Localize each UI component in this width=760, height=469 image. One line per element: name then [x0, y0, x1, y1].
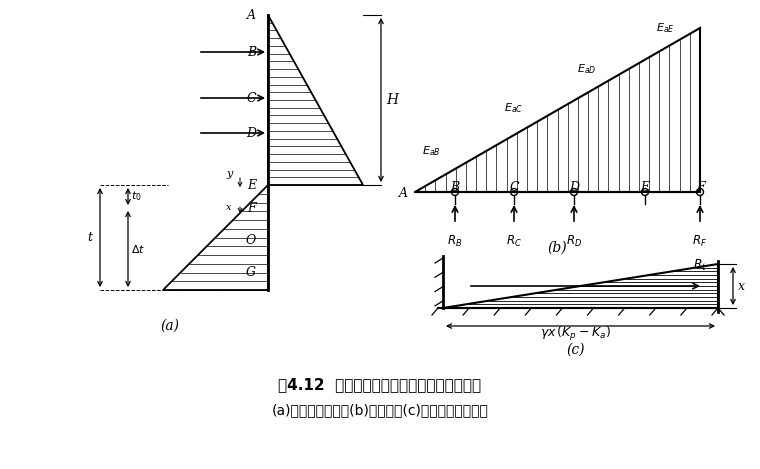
Text: G: G	[246, 265, 256, 279]
Text: $R_F$: $R_F$	[692, 234, 708, 249]
Text: F: F	[695, 181, 705, 194]
Text: $R_t$: $R_t$	[693, 258, 708, 273]
Text: t: t	[87, 231, 92, 244]
Text: O: O	[245, 234, 256, 247]
Text: D: D	[569, 181, 579, 194]
Text: (b): (b)	[548, 241, 567, 255]
Text: (a)土压力分布图；(b)等值梁；(c)人土深度计算简图: (a)土压力分布图；(b)等值梁；(c)人土深度计算简图	[271, 403, 489, 417]
Text: (c): (c)	[566, 343, 584, 357]
Text: A: A	[399, 187, 408, 199]
Text: B: B	[451, 181, 460, 194]
Text: C: C	[509, 181, 519, 194]
Text: F: F	[247, 202, 256, 214]
Text: B: B	[247, 45, 256, 59]
Text: $R_C$: $R_C$	[506, 234, 522, 249]
Text: $E_{aC}$: $E_{aC}$	[504, 102, 523, 115]
Text: D: D	[246, 127, 256, 139]
Text: y: y	[226, 169, 233, 179]
Text: $E_{aB}$: $E_{aB}$	[422, 144, 441, 158]
Text: C: C	[246, 91, 256, 105]
Text: $\gamma x\,(K_p - K_a)$: $\gamma x\,(K_p - K_a)$	[540, 325, 611, 343]
Text: A: A	[247, 8, 256, 22]
Text: x: x	[738, 280, 745, 293]
Text: (a): (a)	[160, 319, 179, 333]
Text: E: E	[641, 181, 650, 194]
Text: $E_{aD}$: $E_{aD}$	[577, 62, 597, 76]
Text: H: H	[386, 93, 398, 107]
Text: $R_B$: $R_B$	[448, 234, 463, 249]
Text: 图4.12  等值梁法计算多层支撑板桩计算简图: 图4.12 等值梁法计算多层支撑板桩计算简图	[278, 378, 482, 393]
Text: $R_D$: $R_D$	[566, 234, 582, 249]
Text: x: x	[226, 203, 232, 212]
Text: E: E	[247, 179, 256, 191]
Text: $E_{aE}$: $E_{aE}$	[656, 21, 674, 35]
Text: $\Delta t$: $\Delta t$	[131, 243, 145, 255]
Text: $t_0$: $t_0$	[131, 189, 141, 204]
